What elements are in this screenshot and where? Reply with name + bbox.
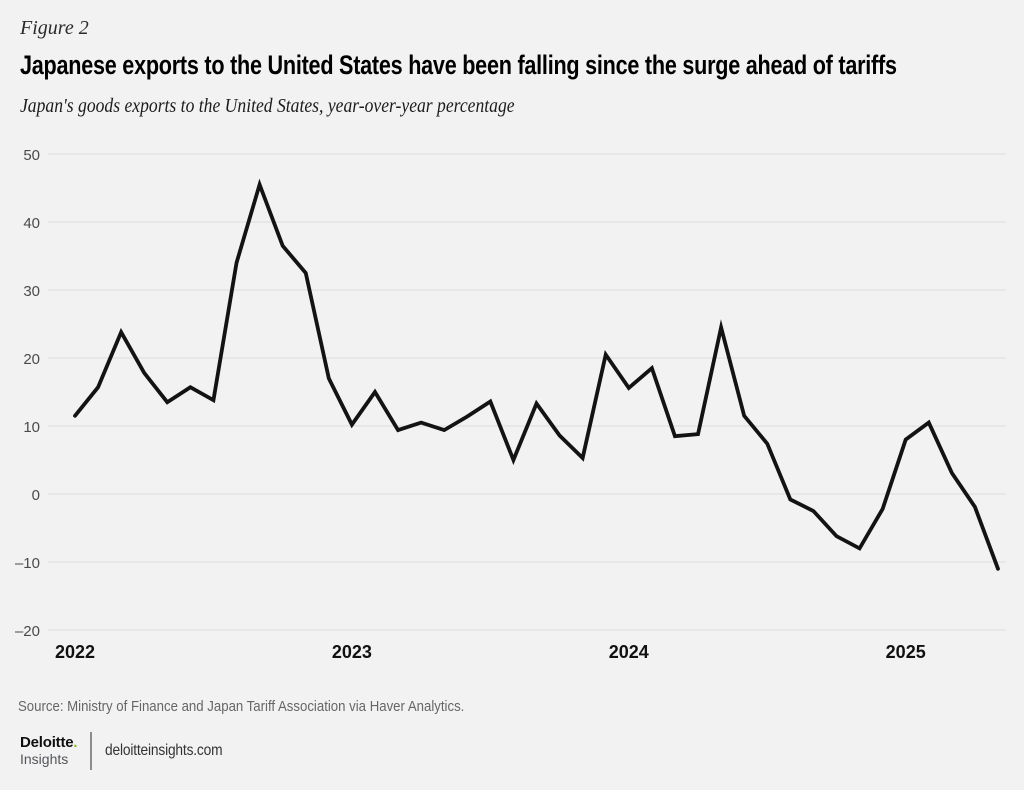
y-axis-tick: 0 (32, 487, 40, 504)
deloitte-logo: Deloitte. Insights (20, 734, 78, 768)
logo-green-dot: . (73, 734, 78, 752)
y-axis-tick: 30 (23, 283, 40, 300)
chart-title: Japanese exports to the United States ha… (20, 50, 897, 80)
x-axis-tick: 2024 (609, 642, 649, 662)
x-axis-tick: 2025 (886, 642, 926, 662)
footer-brand: Deloitte. Insights deloitteinsights.com (20, 732, 242, 770)
footer-divider (90, 732, 93, 770)
y-axis-tick: –10 (15, 555, 40, 572)
logo-insights-label: Insights (20, 751, 69, 768)
y-axis-tick: 40 (23, 215, 40, 232)
logo-wordmark: Deloitte. (20, 734, 78, 752)
y-axis-tick: 50 (23, 147, 40, 164)
source-note: Source: Ministry of Finance and Japan Ta… (18, 698, 465, 715)
y-axis-tick: 20 (23, 351, 40, 368)
y-axis-tick: –20 (15, 623, 40, 640)
site-link[interactable]: deloitteinsights.com (105, 742, 223, 759)
x-axis-tick: 2022 (55, 642, 95, 662)
y-axis-tick: 10 (23, 419, 40, 436)
logo-brand-name: Deloitte (20, 734, 74, 752)
data-line-series (73, 178, 1000, 571)
x-axis-tick: 2023 (332, 642, 372, 662)
chart-subtitle: Japan's goods exports to the United Stat… (20, 95, 515, 117)
figure-label: Figure 2 (20, 17, 89, 39)
